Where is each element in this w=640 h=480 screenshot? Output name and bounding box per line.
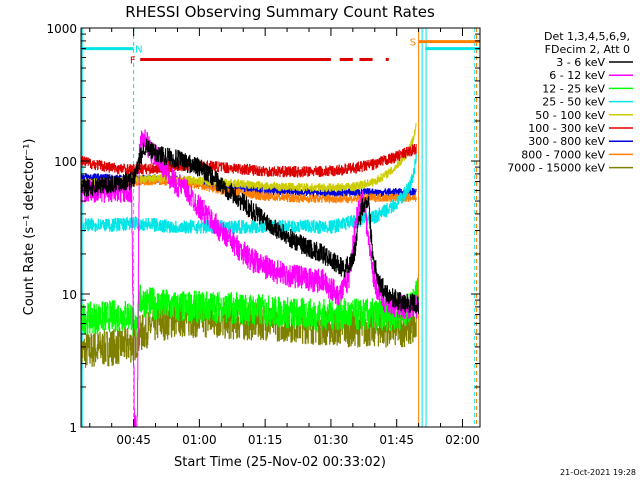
legend-label: 6 - 12 keV [549,69,605,82]
series-line-800-7000kev [80,176,417,204]
legend-label: 300 - 800 keV [528,135,605,148]
legend-header-line-2: FDecim 2, Att 0 [545,43,630,56]
legend-label: 3 - 6 keV [556,56,605,69]
y-tick-label: 10 [62,288,77,302]
flag-label-s: S [410,38,416,49]
plot-area: NF S [80,28,480,428]
legend-label: 800 - 7000 keV [521,148,605,161]
flag-label-f: F [130,55,136,66]
x-tick-label: 02:00 [445,433,480,447]
y-axis-label: Count Rate (s⁻¹ detector⁻¹) [22,139,37,316]
legend-label: 7000 - 15000 keV [507,162,605,175]
legend: Det 1,3,4,5,6,9, FDecim 2, Att 0 3 - 6 k… [507,30,633,175]
plot-frame [80,27,481,428]
y-tick-label: 100 [54,155,77,169]
footer-timestamp: 21-Oct-2021 19:28 [560,468,636,477]
legend-label: 25 - 50 keV [542,96,605,109]
x-tick-label: 01:15 [248,433,283,447]
x-tick-label: 00:45 [116,433,151,447]
series-line-25-50kev [80,153,417,234]
legend-label: 12 - 25 keV [542,82,605,95]
x-tick-label: 01:30 [314,433,349,447]
series-line-3-6kev [80,138,419,314]
y-tick-label: 1000 [46,22,77,36]
legend-label: 50 - 100 keV [535,109,605,122]
chart-title: RHESSI Observing Summary Count Rates [125,3,435,21]
flag-label-n: N [135,45,142,56]
legend-header-line-1: Det 1,3,4,5,6,9, [544,30,630,43]
y-tick-label: 1 [69,421,77,435]
x-tick-label: 01:45 [379,433,414,447]
series-line-50-100kev [80,123,417,193]
axes: 00:45 01:00 01:15 01:30 01:45 02:00 1 10 100 1000 [46,22,480,447]
x-tick-label: 01:00 [182,433,217,447]
x-axis-label: Start Time (25-Nov-02 00:33:02) [174,455,386,470]
legend-label: 100 - 300 keV [528,122,605,135]
